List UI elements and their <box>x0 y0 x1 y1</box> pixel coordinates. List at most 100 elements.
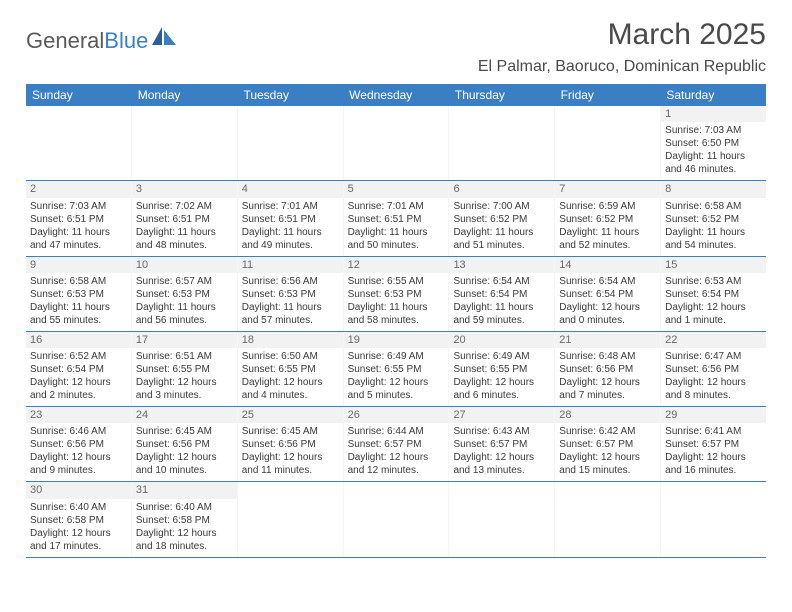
sunrise-text: Sunrise: 6:59 AM <box>559 200 656 213</box>
day-number: 31 <box>132 482 237 498</box>
day-cell: 1Sunrise: 7:03 AMSunset: 6:50 PMDaylight… <box>661 106 766 180</box>
day-cell <box>26 106 132 180</box>
daylight1-text: Daylight: 12 hours <box>453 451 550 464</box>
day-number: 5 <box>344 181 449 197</box>
daylight2-text: and 1 minute. <box>665 314 762 327</box>
daylight2-text: and 56 minutes. <box>136 314 233 327</box>
day-number: 30 <box>26 482 131 498</box>
sunset-text: Sunset: 6:56 PM <box>559 363 656 376</box>
daylight1-text: Daylight: 12 hours <box>348 451 445 464</box>
sunrise-text: Sunrise: 6:55 AM <box>348 275 445 288</box>
day-cell <box>555 106 661 180</box>
day-cell <box>238 482 344 556</box>
day-cell <box>132 106 238 180</box>
daylight2-text: and 3 minutes. <box>136 389 233 402</box>
sunset-text: Sunset: 6:51 PM <box>348 213 445 226</box>
day-cell <box>344 482 450 556</box>
daylight1-text: Daylight: 12 hours <box>559 301 656 314</box>
day-number: 16 <box>26 332 131 348</box>
daylight1-text: Daylight: 12 hours <box>665 376 762 389</box>
day-number: 1 <box>661 106 766 122</box>
day-number: 4 <box>238 181 343 197</box>
daylight1-text: Daylight: 11 hours <box>30 301 127 314</box>
day-cell: 30Sunrise: 6:40 AMSunset: 6:58 PMDayligh… <box>26 482 132 556</box>
day-header: Monday <box>132 84 238 106</box>
day-cell: 29Sunrise: 6:41 AMSunset: 6:57 PMDayligh… <box>661 407 766 481</box>
day-cell: 24Sunrise: 6:45 AMSunset: 6:56 PMDayligh… <box>132 407 238 481</box>
daylight1-text: Daylight: 12 hours <box>453 376 550 389</box>
day-header: Saturday <box>660 84 766 106</box>
day-cell: 16Sunrise: 6:52 AMSunset: 6:54 PMDayligh… <box>26 332 132 406</box>
daylight2-text: and 51 minutes. <box>453 239 550 252</box>
day-number: 8 <box>661 181 766 197</box>
sunrise-text: Sunrise: 6:58 AM <box>665 200 762 213</box>
sunrise-text: Sunrise: 6:54 AM <box>559 275 656 288</box>
sunset-text: Sunset: 6:52 PM <box>665 213 762 226</box>
day-cell: 13Sunrise: 6:54 AMSunset: 6:54 PMDayligh… <box>449 257 555 331</box>
day-cell: 28Sunrise: 6:42 AMSunset: 6:57 PMDayligh… <box>555 407 661 481</box>
logo: GeneralBlue <box>26 28 178 54</box>
day-cell: 12Sunrise: 6:55 AMSunset: 6:53 PMDayligh… <box>344 257 450 331</box>
sunrise-text: Sunrise: 6:49 AM <box>453 350 550 363</box>
day-cell: 10Sunrise: 6:57 AMSunset: 6:53 PMDayligh… <box>132 257 238 331</box>
sunrise-text: Sunrise: 6:52 AM <box>30 350 127 363</box>
day-header-row: SundayMondayTuesdayWednesdayThursdayFrid… <box>26 84 766 106</box>
sunset-text: Sunset: 6:57 PM <box>559 438 656 451</box>
sunrise-text: Sunrise: 6:42 AM <box>559 425 656 438</box>
daylight2-text: and 6 minutes. <box>453 389 550 402</box>
sunset-text: Sunset: 6:53 PM <box>348 288 445 301</box>
daylight2-text: and 55 minutes. <box>30 314 127 327</box>
daylight1-text: Daylight: 11 hours <box>453 226 550 239</box>
daylight2-text: and 8 minutes. <box>665 389 762 402</box>
daylight1-text: Daylight: 12 hours <box>136 376 233 389</box>
day-cell: 25Sunrise: 6:45 AMSunset: 6:56 PMDayligh… <box>238 407 344 481</box>
daylight1-text: Daylight: 11 hours <box>348 301 445 314</box>
sunrise-text: Sunrise: 7:00 AM <box>453 200 550 213</box>
daylight2-text: and 57 minutes. <box>242 314 339 327</box>
logo-text-1: General <box>26 28 104 54</box>
day-cell: 18Sunrise: 6:50 AMSunset: 6:55 PMDayligh… <box>238 332 344 406</box>
daylight1-text: Daylight: 12 hours <box>30 527 127 540</box>
day-cell: 15Sunrise: 6:53 AMSunset: 6:54 PMDayligh… <box>661 257 766 331</box>
sunrise-text: Sunrise: 6:40 AM <box>136 501 233 514</box>
daylight1-text: Daylight: 11 hours <box>242 301 339 314</box>
day-cell: 4Sunrise: 7:01 AMSunset: 6:51 PMDaylight… <box>238 181 344 255</box>
sunset-text: Sunset: 6:54 PM <box>665 288 762 301</box>
daylight1-text: Daylight: 11 hours <box>242 226 339 239</box>
sunset-text: Sunset: 6:56 PM <box>136 438 233 451</box>
sunrise-text: Sunrise: 6:58 AM <box>30 275 127 288</box>
week-row: 23Sunrise: 6:46 AMSunset: 6:56 PMDayligh… <box>26 407 766 482</box>
daylight2-text: and 59 minutes. <box>453 314 550 327</box>
day-cell: 31Sunrise: 6:40 AMSunset: 6:58 PMDayligh… <box>132 482 238 556</box>
daylight2-text: and 9 minutes. <box>30 464 127 477</box>
day-header: Sunday <box>26 84 132 106</box>
day-number: 19 <box>344 332 449 348</box>
sunset-text: Sunset: 6:55 PM <box>348 363 445 376</box>
day-header: Tuesday <box>237 84 343 106</box>
sunrise-text: Sunrise: 6:51 AM <box>136 350 233 363</box>
day-cell: 8Sunrise: 6:58 AMSunset: 6:52 PMDaylight… <box>661 181 766 255</box>
daylight1-text: Daylight: 11 hours <box>453 301 550 314</box>
day-cell: 2Sunrise: 7:03 AMSunset: 6:51 PMDaylight… <box>26 181 132 255</box>
sunset-text: Sunset: 6:55 PM <box>242 363 339 376</box>
sunset-text: Sunset: 6:55 PM <box>453 363 550 376</box>
daylight1-text: Daylight: 11 hours <box>30 226 127 239</box>
daylight2-text: and 13 minutes. <box>453 464 550 477</box>
day-cell: 17Sunrise: 6:51 AMSunset: 6:55 PMDayligh… <box>132 332 238 406</box>
sunrise-text: Sunrise: 6:43 AM <box>453 425 550 438</box>
daylight1-text: Daylight: 11 hours <box>348 226 445 239</box>
sunset-text: Sunset: 6:53 PM <box>30 288 127 301</box>
day-cell <box>238 106 344 180</box>
day-number: 10 <box>132 257 237 273</box>
daylight2-text: and 5 minutes. <box>348 389 445 402</box>
day-number: 18 <box>238 332 343 348</box>
day-header: Thursday <box>449 84 555 106</box>
day-cell <box>555 482 661 556</box>
day-cell: 23Sunrise: 6:46 AMSunset: 6:56 PMDayligh… <box>26 407 132 481</box>
daylight2-text: and 12 minutes. <box>348 464 445 477</box>
daylight1-text: Daylight: 12 hours <box>136 451 233 464</box>
week-row: 2Sunrise: 7:03 AMSunset: 6:51 PMDaylight… <box>26 181 766 256</box>
day-number: 9 <box>26 257 131 273</box>
sunset-text: Sunset: 6:56 PM <box>30 438 127 451</box>
sunrise-text: Sunrise: 7:01 AM <box>242 200 339 213</box>
